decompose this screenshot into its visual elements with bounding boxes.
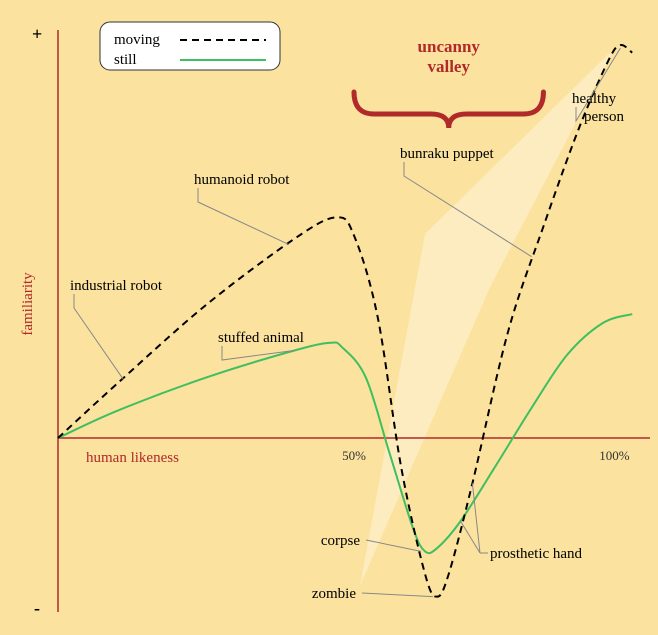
- x-tick-label: 50%: [342, 448, 366, 463]
- brace-icon: [354, 92, 543, 128]
- series-still: [58, 314, 632, 553]
- annotation-text: healthy: [572, 91, 617, 107]
- y-minus: -: [34, 598, 40, 618]
- annotation-industrial_robot: industrial robot: [70, 278, 163, 379]
- annotation-text: person: [584, 109, 624, 125]
- x-tick-label: 100%: [599, 448, 630, 463]
- annotation-text: zombie: [312, 586, 356, 602]
- x-axis-label: human likeness: [86, 450, 179, 466]
- legend: moving still: [100, 22, 280, 70]
- annotation-humanoid_robot: humanoid robot: [194, 172, 290, 245]
- annotation-text: corpse: [321, 533, 360, 549]
- annotation-zombie: zombie: [312, 586, 433, 602]
- annotation-text: industrial robot: [70, 278, 163, 294]
- annotation-text: prosthetic hand: [490, 546, 583, 562]
- uncanny-valley-label: uncannyvalley: [354, 37, 543, 128]
- annotation-stuffed_animal: stuffed animal: [218, 330, 304, 360]
- valley-fill: [360, 48, 615, 586]
- annotation-prosthetic_hand: prosthetic hand: [461, 483, 583, 562]
- y-axis-label: familiarity: [20, 272, 36, 336]
- annotation-text: humanoid robot: [194, 172, 290, 188]
- annotation-text: bunraku puppet: [400, 146, 495, 162]
- legend-label-still: still: [114, 52, 137, 68]
- legend-label-moving: moving: [114, 32, 160, 48]
- annotation-text: stuffed animal: [218, 330, 304, 346]
- y-plus: +: [32, 24, 42, 44]
- title-line1: uncanny: [418, 37, 481, 56]
- title-line2: valley: [427, 57, 470, 76]
